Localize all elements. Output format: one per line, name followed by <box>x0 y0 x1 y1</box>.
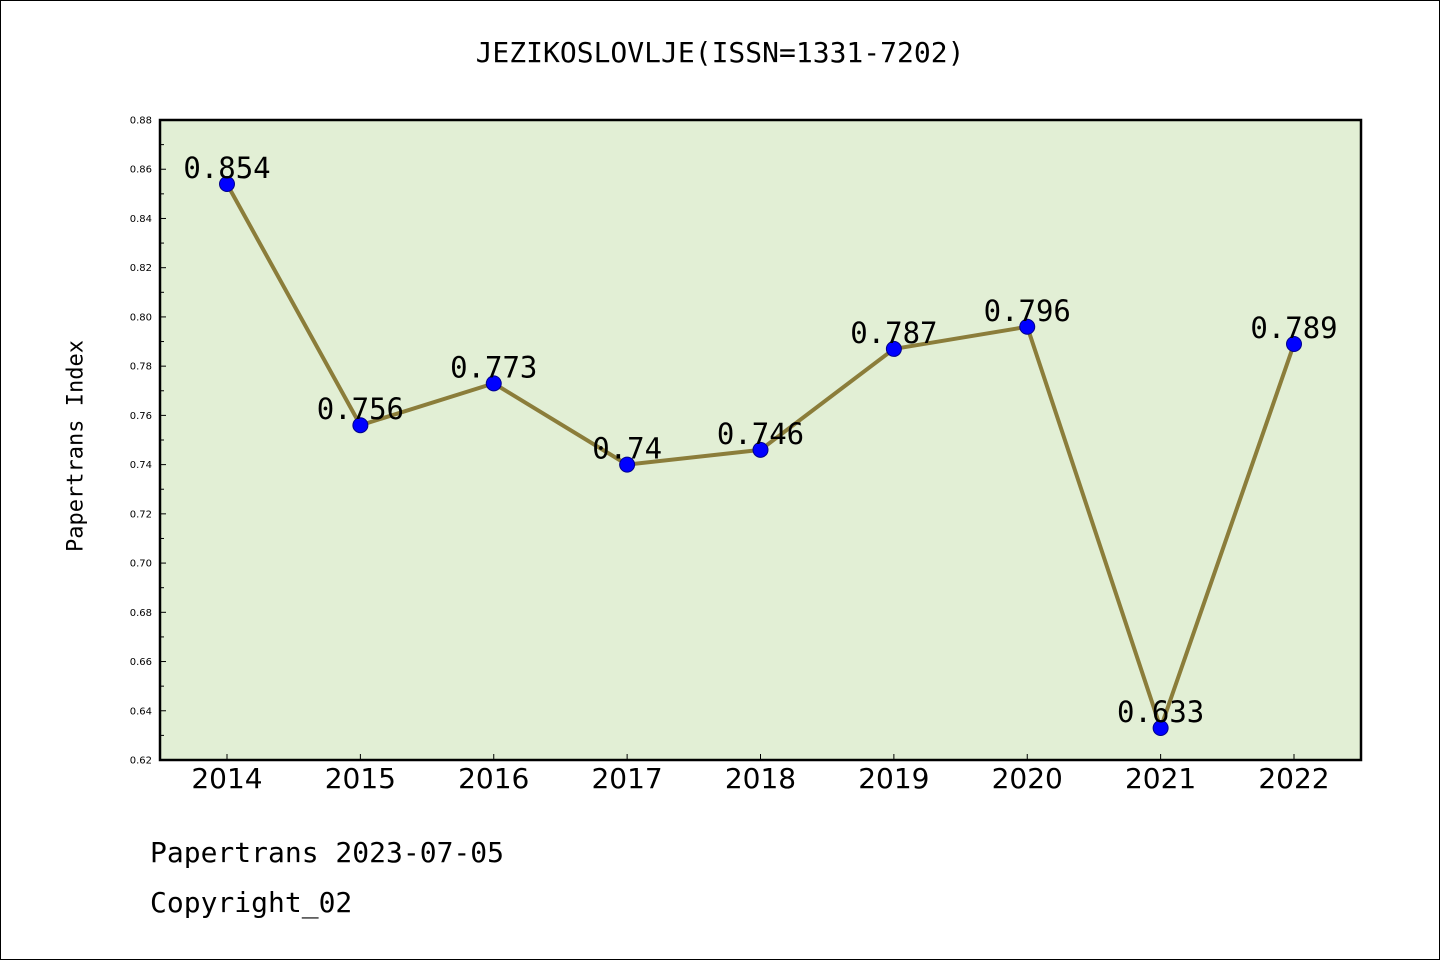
data-point-label: 0.773 <box>450 350 537 384</box>
data-point-marker <box>352 417 369 434</box>
x-tick-label: 2019 <box>858 762 929 795</box>
data-point-marker <box>752 441 769 458</box>
y-tick-label: 0.66 <box>130 657 152 668</box>
x-axis-ticks: 2014 2015 2016 2017 2018 2019 2020 2021 2022 <box>191 754 1330 795</box>
data-point-label: 0.633 <box>1117 695 1204 729</box>
x-tick-label: 2014 <box>191 762 262 795</box>
y-tick-label: 0.84 <box>130 214 152 225</box>
y-tick-label: 0.76 <box>130 411 152 422</box>
y-tick-label: 0.72 <box>130 509 152 520</box>
data-point-label: 0.789 <box>1250 311 1337 345</box>
data-point-label: 0.787 <box>850 316 937 350</box>
y-tick-label: 0.68 <box>130 608 152 619</box>
x-tick-label: 2018 <box>725 762 796 795</box>
y-tick-label: 0.88 <box>130 116 152 127</box>
data-point-label: 0.746 <box>717 417 804 451</box>
data-point-marker <box>1152 720 1169 736</box>
data-point-marker <box>1019 318 1036 335</box>
y-tick-label: 0.78 <box>130 362 152 373</box>
data-point-marker <box>885 340 902 357</box>
chart-title: JEZIKOSLOVLJE(ISSN=1331-7202) <box>475 36 965 69</box>
x-tick-label: 2016 <box>458 762 529 795</box>
data-point-marker <box>219 176 235 192</box>
data-point-label: 0.796 <box>984 294 1071 328</box>
x-tick-label: 2020 <box>992 762 1063 795</box>
x-tick-label: 2022 <box>1258 762 1329 795</box>
y-tick-label: 0.80 <box>130 312 152 323</box>
footer-copyright: Copyright_02 <box>150 886 353 919</box>
series-markers <box>219 176 1302 736</box>
y-tick-label: 0.82 <box>130 263 152 274</box>
data-labels: 0.854 0.756 0.773 0.74 0.746 0.787 0.796 0.633 0… <box>183 151 1337 729</box>
footer-date: Papertrans 2023-07-05 <box>150 836 505 869</box>
y-tick-label: 0.64 <box>130 706 152 717</box>
x-tick-label: 2017 <box>591 762 662 795</box>
x-tick-label: 2015 <box>325 762 396 795</box>
y-axis-ticks: 0.62 0.64 0.66 0.68 0.70 0.72 0.74 0.76 0.78 0.80… <box>130 116 166 767</box>
y-tick-label: 0.86 <box>130 165 152 176</box>
y-tick-label: 0.74 <box>130 460 152 471</box>
data-point-marker <box>485 375 502 392</box>
x-tick-label: 2021 <box>1125 762 1196 795</box>
data-point-marker <box>1286 336 1302 352</box>
plot-area <box>158 118 1363 762</box>
data-point-label: 0.756 <box>317 392 404 426</box>
y-tick-label: 0.62 <box>130 756 152 767</box>
data-point-label: 0.854 <box>183 151 270 185</box>
data-point-marker <box>619 456 636 473</box>
data-point-label: 0.74 <box>592 432 662 466</box>
y-tick-label: 0.70 <box>130 559 152 570</box>
